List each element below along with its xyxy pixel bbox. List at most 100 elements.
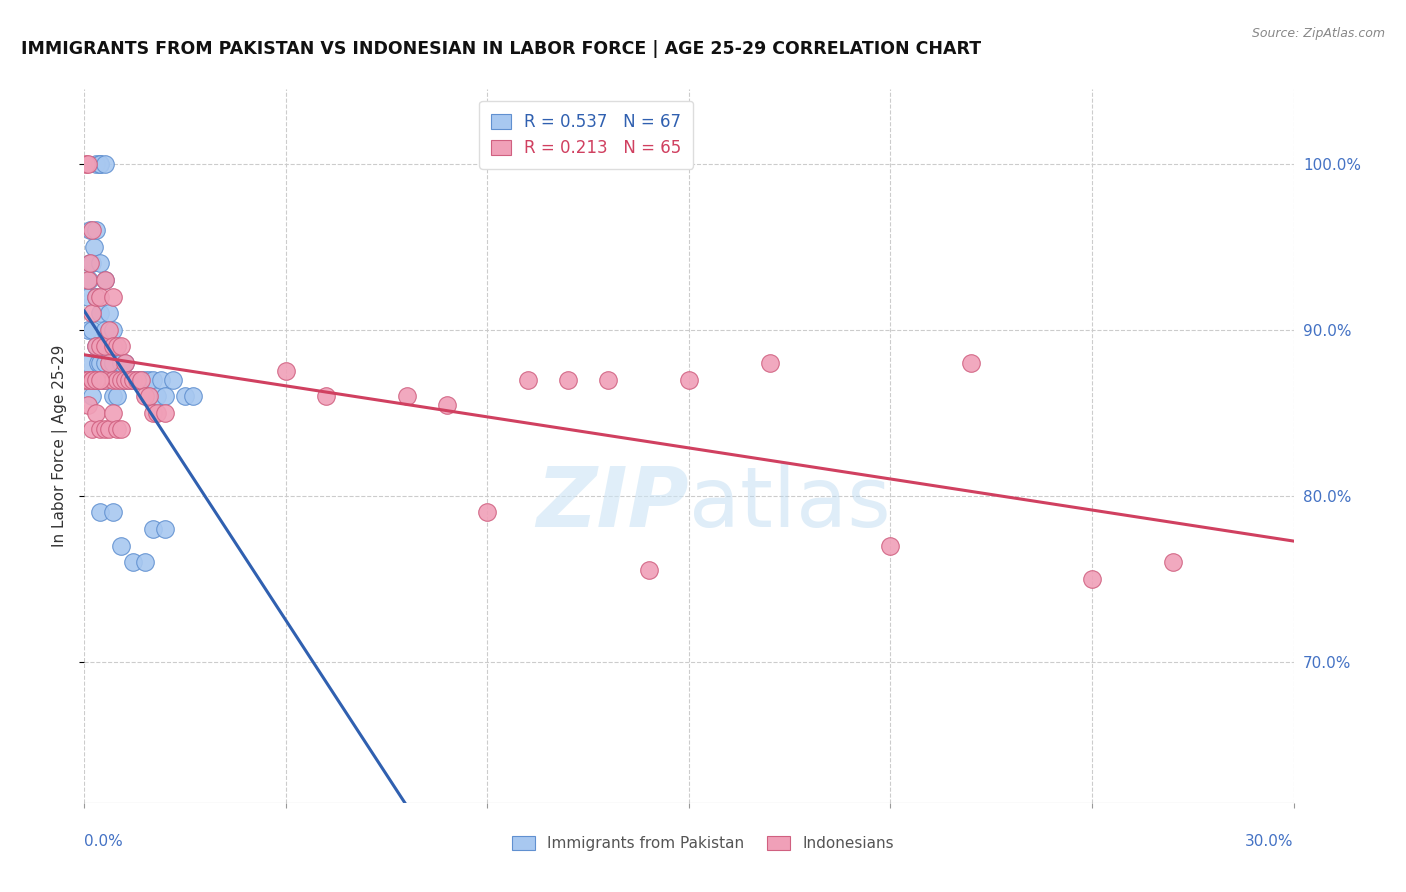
Point bbox=[82, 422, 104, 436]
Point bbox=[110, 422, 132, 436]
Point bbox=[82, 373, 104, 387]
Point bbox=[110, 339, 132, 353]
Point bbox=[93, 373, 115, 387]
Point bbox=[89, 306, 111, 320]
Point bbox=[1161, 555, 1184, 569]
Point bbox=[79, 256, 101, 270]
Point bbox=[138, 389, 160, 403]
Point bbox=[77, 290, 100, 304]
Point bbox=[101, 505, 124, 519]
Point bbox=[86, 406, 108, 420]
Point bbox=[129, 373, 152, 387]
Legend: R = 0.537   N = 67, R = 0.213   N = 65: R = 0.537 N = 67, R = 0.213 N = 65 bbox=[479, 101, 693, 169]
Point bbox=[114, 373, 136, 387]
Point bbox=[89, 339, 111, 353]
Point bbox=[82, 256, 104, 270]
Point bbox=[93, 422, 115, 436]
Point bbox=[89, 157, 111, 171]
Y-axis label: In Labor Force | Age 25-29: In Labor Force | Age 25-29 bbox=[52, 345, 69, 547]
Point bbox=[516, 373, 538, 387]
Point bbox=[89, 290, 111, 304]
Point bbox=[114, 373, 136, 387]
Point bbox=[678, 373, 700, 387]
Point bbox=[129, 373, 152, 387]
Text: Source: ZipAtlas.com: Source: ZipAtlas.com bbox=[1251, 27, 1385, 40]
Point bbox=[75, 373, 97, 387]
Point bbox=[77, 273, 100, 287]
Point bbox=[125, 373, 148, 387]
Point bbox=[162, 373, 184, 387]
Text: IMMIGRANTS FROM PAKISTAN VS INDONESIAN IN LABOR FORCE | AGE 25-29 CORRELATION CH: IMMIGRANTS FROM PAKISTAN VS INDONESIAN I… bbox=[21, 40, 981, 58]
Point bbox=[110, 356, 132, 370]
Point bbox=[93, 339, 115, 353]
Point bbox=[174, 389, 197, 403]
Point bbox=[97, 373, 120, 387]
Point bbox=[77, 157, 100, 171]
Point bbox=[101, 389, 124, 403]
Point bbox=[82, 389, 104, 403]
Point bbox=[77, 323, 100, 337]
Point bbox=[105, 373, 128, 387]
Point bbox=[93, 373, 115, 387]
Point bbox=[86, 339, 108, 353]
Point bbox=[93, 323, 115, 337]
Text: 30.0%: 30.0% bbox=[1246, 834, 1294, 849]
Point bbox=[97, 339, 120, 353]
Point bbox=[86, 373, 108, 387]
Point bbox=[146, 406, 169, 420]
Legend: Immigrants from Pakistan, Indonesians: Immigrants from Pakistan, Indonesians bbox=[506, 830, 900, 857]
Point bbox=[89, 505, 111, 519]
Point bbox=[142, 406, 165, 420]
Point bbox=[105, 339, 128, 353]
Point bbox=[1081, 572, 1104, 586]
Point bbox=[557, 373, 579, 387]
Point bbox=[89, 373, 111, 387]
Point bbox=[93, 273, 115, 287]
Point bbox=[105, 339, 128, 353]
Point bbox=[97, 356, 120, 370]
Point bbox=[86, 223, 108, 237]
Point bbox=[960, 356, 983, 370]
Point bbox=[121, 373, 143, 387]
Point bbox=[114, 356, 136, 370]
Point bbox=[110, 539, 132, 553]
Text: 0.0%: 0.0% bbox=[84, 834, 124, 849]
Point bbox=[75, 373, 97, 387]
Point bbox=[82, 373, 104, 387]
Point bbox=[77, 373, 100, 387]
Point bbox=[93, 157, 115, 171]
Point bbox=[82, 373, 104, 387]
Point bbox=[77, 373, 100, 387]
Point bbox=[89, 422, 111, 436]
Point bbox=[114, 356, 136, 370]
Point bbox=[395, 389, 418, 403]
Point bbox=[637, 564, 659, 578]
Point bbox=[89, 256, 111, 270]
Point bbox=[477, 505, 499, 519]
Point bbox=[97, 373, 120, 387]
Point bbox=[97, 323, 120, 337]
Point bbox=[86, 290, 108, 304]
Point bbox=[91, 373, 114, 387]
Point bbox=[274, 364, 297, 378]
Point bbox=[149, 373, 172, 387]
Point bbox=[77, 397, 100, 411]
Text: ZIP: ZIP bbox=[536, 463, 689, 543]
Point bbox=[97, 306, 120, 320]
Point bbox=[105, 389, 128, 403]
Point bbox=[77, 273, 100, 287]
Point bbox=[89, 373, 111, 387]
Point bbox=[121, 555, 143, 569]
Point bbox=[146, 389, 169, 403]
Point bbox=[89, 157, 111, 171]
Point bbox=[82, 306, 104, 320]
Point bbox=[436, 397, 458, 411]
Point bbox=[83, 240, 105, 254]
Point bbox=[82, 323, 104, 337]
Point bbox=[75, 157, 97, 171]
Point bbox=[101, 373, 124, 387]
Point bbox=[181, 389, 204, 403]
Point bbox=[879, 539, 901, 553]
Point bbox=[121, 373, 143, 387]
Point bbox=[89, 356, 111, 370]
